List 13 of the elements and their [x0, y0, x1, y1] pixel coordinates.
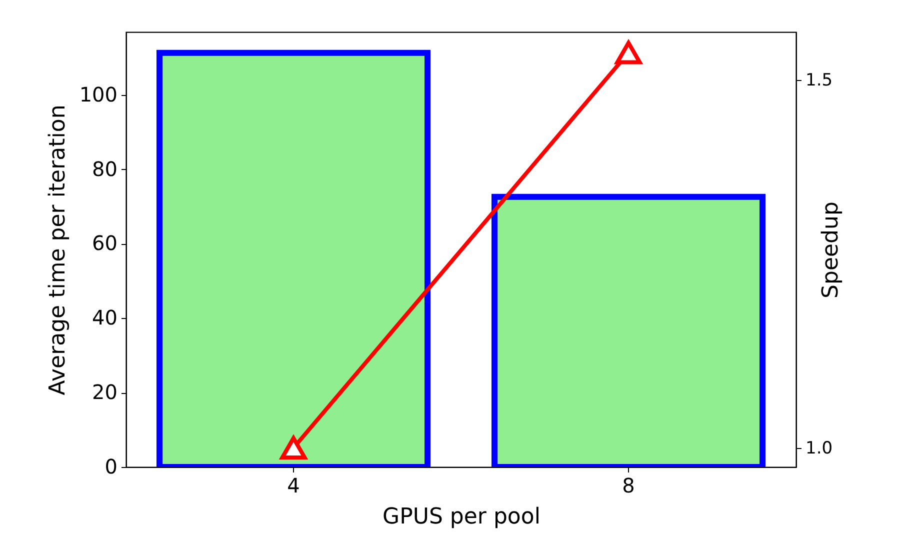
y-tick-label: 40: [92, 306, 118, 330]
y-tick-label: 60: [92, 231, 118, 256]
y-tick-label: 20: [92, 380, 118, 404]
x-tick-label: 4: [287, 474, 300, 498]
x-tick-label: 8: [622, 474, 635, 498]
y2-tick-label: 1.0: [806, 438, 833, 458]
y2-tick-label: 1.5: [806, 70, 833, 90]
y-tick-label: 0: [104, 454, 118, 478]
y-tick-label: 100: [79, 82, 118, 106]
y2-axis-title: Speedup: [818, 202, 844, 298]
y-axis-title: Average time per iteration: [45, 104, 70, 396]
y-tick-label: 80: [92, 156, 118, 181]
x-axis-title: GPUS per pool: [382, 504, 540, 530]
